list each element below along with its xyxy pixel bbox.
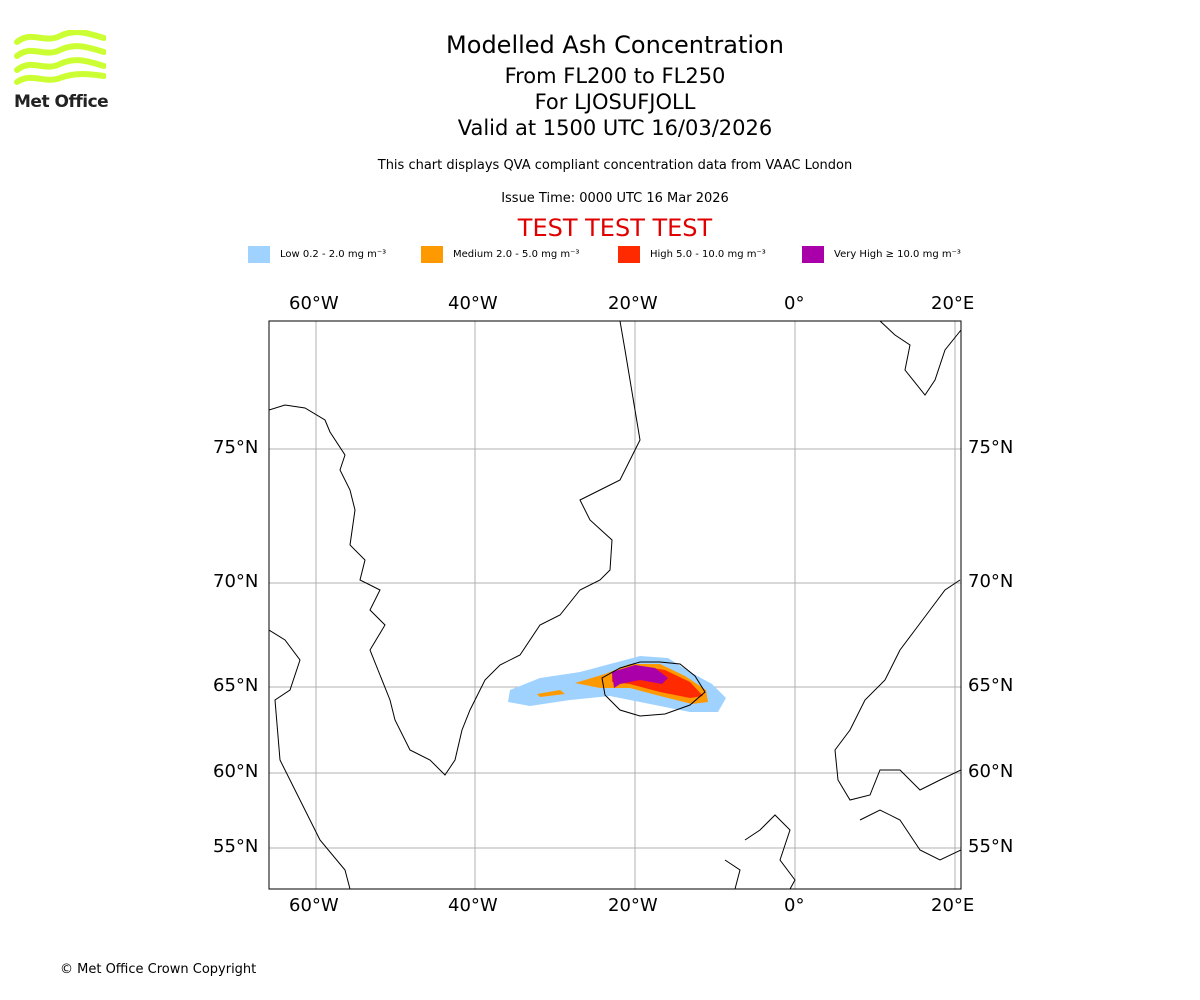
legend-low: Low 0.2 - 2.0 mg m⁻³ [248,245,386,263]
lat-label-left: 60°N [213,761,259,782]
map-frame [268,320,962,890]
legend-label: Low 0.2 - 2.0 mg m⁻³ [280,248,387,260]
lat-label-left: 65°N [213,675,259,696]
lon-label-top: 20°E [931,293,975,314]
lat-label-left: 75°N [213,437,259,458]
legend-label: High 5.0 - 10.0 mg m⁻³ [650,248,766,260]
lat-label-right: 65°N [968,675,1014,696]
chart-description: This chart displays QVA compliant concen… [377,158,853,173]
legend-swatch-very-high [802,245,824,263]
valid-time: Valid at 1500 UTC 16/03/2026 [457,116,773,140]
chart-title: Modelled Ash Concentration [446,31,784,59]
issue-time: Issue Time: 0000 UTC 16 Mar 2026 [501,191,729,206]
lon-label-top: 0° [784,293,805,314]
lat-label-left: 55°N [213,836,259,857]
lat-label-left: 70°N [213,571,259,592]
lat-label-right: 70°N [968,571,1014,592]
copyright: © Met Office Crown Copyright [60,962,257,977]
volcano-name: For LJOSUFJOLL [534,90,696,114]
lon-label-top: 20°W [608,293,658,314]
lat-label-right: 60°N [968,761,1014,782]
legend-very-high: Very High ≥ 10.0 mg m⁻³ [802,245,961,263]
test-banner: TEST TEST TEST [517,214,713,242]
lon-label-top: 60°W [289,293,339,314]
lat-label-right: 55°N [968,836,1014,857]
lon-label-top: 40°W [448,293,498,314]
lon-label-bottom: 40°W [448,895,498,916]
lon-label-bottom: 0° [784,895,805,916]
legend-swatch-low [248,245,270,263]
coastlines [269,321,961,889]
logo-text: Met Office [14,92,109,112]
ash-plume [508,656,726,712]
lon-label-bottom: 20°W [608,895,658,916]
lon-label-bottom: 60°W [289,895,339,916]
lat-label-right: 75°N [968,437,1014,458]
legend-label: Very High ≥ 10.0 mg m⁻³ [834,248,961,260]
lon-label-bottom: 20°E [931,895,975,916]
met-office-logo-icon [14,30,106,85]
legend-medium: Medium 2.0 - 5.0 mg m⁻³ [421,245,579,263]
legend-swatch-medium [421,245,443,263]
legend-swatch-high [618,245,640,263]
legend-high: High 5.0 - 10.0 mg m⁻³ [618,245,766,263]
legend-label: Medium 2.0 - 5.0 mg m⁻³ [453,248,580,260]
flight-levels: From FL200 to FL250 [504,64,726,88]
